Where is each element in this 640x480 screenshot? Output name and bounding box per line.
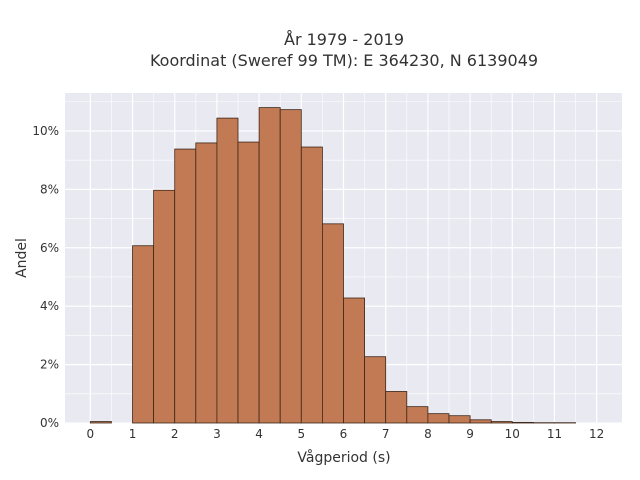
x-tick-label: 3 (213, 427, 221, 441)
x-tick-label: 12 (589, 427, 604, 441)
x-tick-label: 6 (340, 427, 348, 441)
x-tick-label: 4 (255, 427, 263, 441)
histogram-bar (216, 117, 239, 424)
histogram-bar (490, 421, 513, 424)
x-tick-label: 0 (86, 427, 94, 441)
histogram-bar (300, 146, 323, 424)
histogram-bar (322, 223, 344, 424)
x-tick-label: 5 (297, 427, 305, 441)
histogram-bar (237, 141, 260, 424)
histogram-bar (448, 415, 471, 424)
x-tick-label: 10 (505, 427, 520, 441)
histogram-bar (279, 109, 302, 424)
histogram-bar (364, 356, 387, 424)
y-tick-label: 8% (40, 182, 59, 196)
histogram-bar (258, 107, 281, 424)
y-tick-label: 6% (40, 241, 59, 255)
histogram-bar (343, 297, 365, 424)
y-tick-label: 10% (32, 124, 59, 138)
histogram-bar (153, 189, 176, 424)
y-axis-label: Andel (14, 238, 30, 278)
x-tick-label: 2 (171, 427, 179, 441)
y-tick-label: 0% (40, 416, 59, 430)
bars (89, 107, 576, 424)
histogram-bar (385, 391, 408, 424)
chart-title-line2: Koordinat (Sweref 99 TM): E 364230, N 61… (150, 51, 538, 70)
histogram-bar (427, 413, 450, 424)
y-tick-label: 4% (40, 299, 59, 313)
histogram-bar (195, 142, 218, 424)
histogram-bar (406, 406, 429, 424)
x-tick-label: 11 (547, 427, 562, 441)
histogram-bar (511, 422, 534, 424)
histogram-bar (89, 421, 112, 424)
histogram-bar (132, 245, 155, 424)
x-tick-label: 1 (129, 427, 137, 441)
x-axis-label: Vågperiod (s) (297, 449, 390, 466)
y-tick-label: 2% (40, 358, 59, 372)
x-tick-label: 7 (382, 427, 390, 441)
histogram-bar (469, 419, 492, 424)
x-ticks: 0 1 2 3 4 5 6 7 8 9 10 11 12 (86, 427, 604, 441)
chart-title-line1: År 1979 - 2019 (284, 30, 404, 49)
y-ticks: 0% 2% 4% 6% 8% 10% (32, 124, 59, 430)
x-tick-label: 9 (466, 427, 474, 441)
histogram-bar (174, 148, 197, 424)
x-tick-label: 8 (424, 427, 432, 441)
